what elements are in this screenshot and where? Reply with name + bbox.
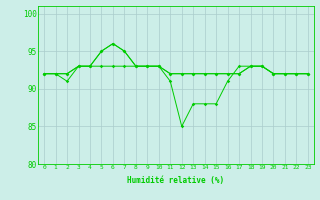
X-axis label: Humidité relative (%): Humidité relative (%)	[127, 176, 225, 185]
